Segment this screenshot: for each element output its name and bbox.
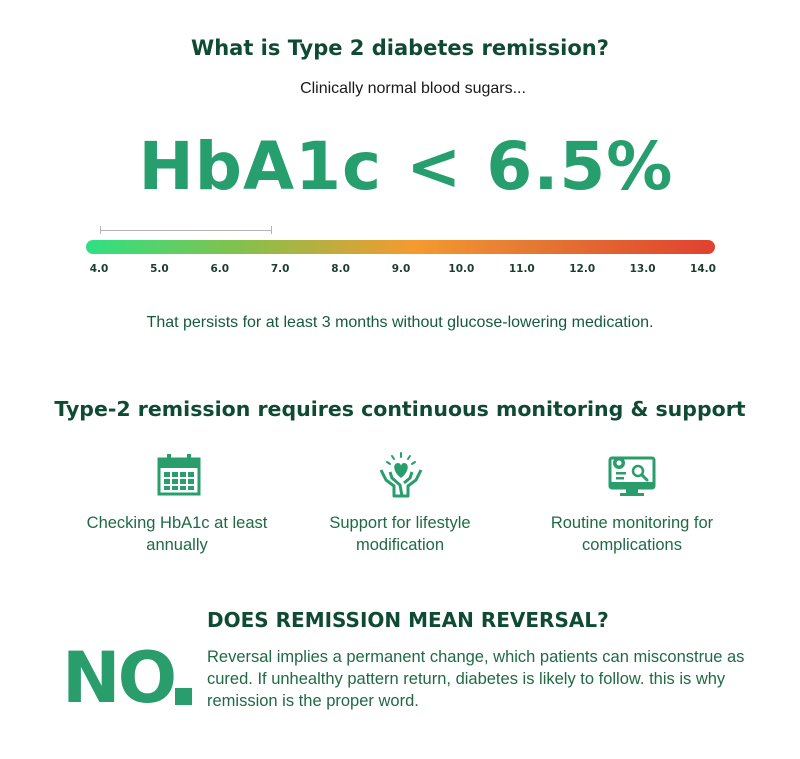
calendar-icon [156, 452, 204, 500]
scale-tick-label: 10.0 [448, 263, 475, 275]
scale-tick-label: 14.0 [690, 263, 716, 275]
hba1c-gradient-scale [86, 240, 715, 254]
scale-tick-label: 8.0 [331, 263, 350, 275]
no-answer: NO [62, 637, 177, 719]
no-answer-dot [175, 688, 192, 705]
scale-tick-label: 6.0 [210, 263, 230, 275]
scale-tick-label: 7.0 [270, 263, 290, 275]
target-range-cap-left [100, 226, 101, 234]
scale-tick-label: 5.0 [150, 263, 169, 275]
subtitle: Clinically normal blood sugars... [300, 80, 526, 97]
scale-tick-label: 13.0 [629, 263, 656, 275]
hands-heart-icon [378, 452, 426, 500]
reversal-title: DOES REMISSION MEAN REVERSAL? [207, 608, 609, 632]
monitoring-title: Type-2 remission requires continuous mon… [54, 397, 746, 421]
target-range-cap-right [271, 226, 272, 234]
scale-tick-label: 4.0 [89, 263, 109, 275]
page-title: What is Type 2 diabetes remission? [191, 36, 609, 60]
reversal-explanation: Reversal implies a permanent change, whi… [207, 648, 745, 710]
persist-text: That persists for at least 3 months with… [146, 314, 654, 331]
scale-tick-label: 12.0 [569, 263, 596, 275]
monitor-icon [608, 452, 656, 500]
scale-tick-label: 11.0 [508, 263, 535, 275]
hba1c-headline: HbA1c < 6.5% [138, 128, 674, 205]
feature-label-complications: Routine monitoring for complications [550, 514, 714, 554]
target-range-bracket [100, 230, 271, 231]
feature-label-hba1c: Checking HbA1c at least annually [86, 514, 268, 554]
feature-label-lifestyle: Support for lifestyle modification [329, 514, 471, 554]
scale-tick-label: 9.0 [391, 263, 411, 275]
